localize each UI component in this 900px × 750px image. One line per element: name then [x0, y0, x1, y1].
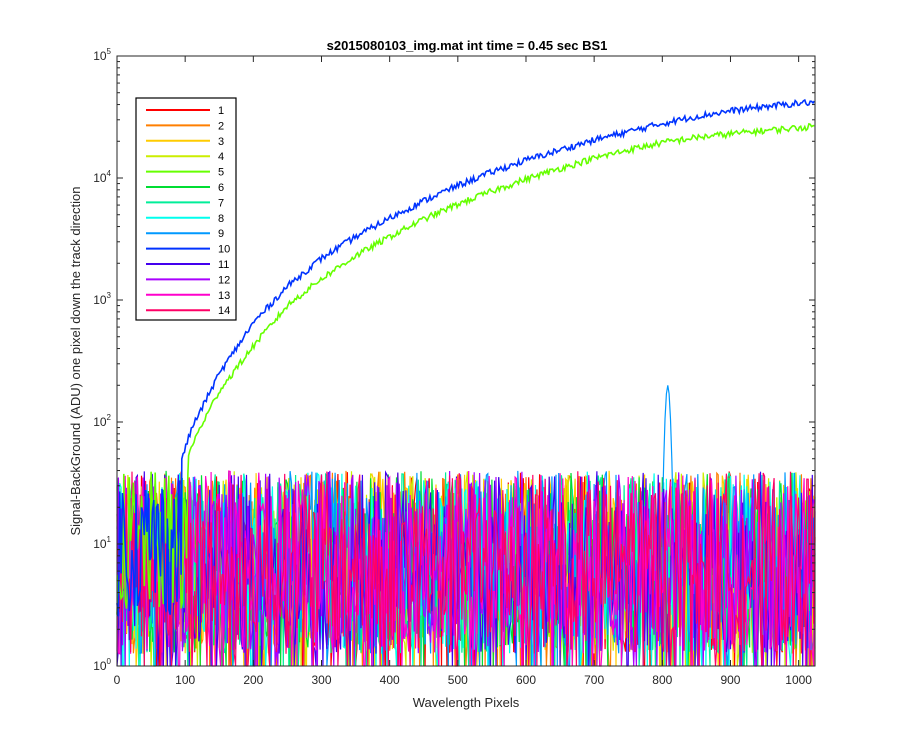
legend-label-4: 4 — [218, 151, 224, 163]
x-tick-label: 800 — [652, 673, 672, 687]
x-tick-label: 200 — [243, 673, 263, 687]
x-axis-label: Wavelength Pixels — [413, 695, 520, 710]
series-line-14 — [116, 471, 816, 667]
y-tick-label: 103 — [93, 291, 111, 307]
plot-lines — [116, 98, 816, 667]
y-tick-label: 102 — [93, 413, 111, 429]
legend-label-6: 6 — [218, 182, 224, 194]
x-tick-label: 100 — [175, 673, 195, 687]
legend-label-7: 7 — [218, 197, 224, 209]
x-tick-label: 400 — [380, 673, 400, 687]
legend-label-13: 13 — [218, 290, 230, 302]
legend-label-10: 10 — [218, 244, 230, 256]
axis-ticks: 0 100 200 300 400 500 600 700 800 900 100010010110… — [93, 47, 815, 687]
x-tick-label: 300 — [311, 673, 331, 687]
legend-label-1: 1 — [218, 105, 224, 117]
legend-label-11: 11 — [218, 259, 229, 271]
x-tick-label: 1000 — [785, 673, 812, 687]
legend-label-3: 3 — [218, 136, 224, 148]
legend-label-9: 9 — [218, 228, 224, 240]
x-tick-label: 600 — [516, 673, 536, 687]
chart-title: s2015080103_img.mat int time = 0.45 sec … — [327, 38, 608, 53]
legend-label-14: 14 — [218, 305, 230, 317]
legend-label-12: 12 — [218, 274, 230, 286]
axes-box — [116, 55, 816, 667]
x-tick-label: 0 — [114, 673, 121, 687]
x-tick-label: 700 — [584, 673, 604, 687]
legend-label-8: 8 — [218, 213, 224, 225]
y-axis-label: Signal-BackGround (ADU) one pixel down t… — [68, 186, 83, 535]
legend-label-2: 2 — [218, 120, 224, 132]
y-tick-label: 101 — [93, 535, 111, 551]
y-tick-label: 105 — [93, 47, 111, 63]
series-line-10 — [116, 98, 815, 617]
x-tick-label: 900 — [720, 673, 740, 687]
legend-box — [135, 97, 237, 321]
x-tick-label: 500 — [448, 673, 468, 687]
y-tick-label: 104 — [93, 169, 111, 185]
y-tick-label: 100 — [93, 657, 111, 673]
series-line-5 — [116, 122, 815, 615]
legend-label-5: 5 — [218, 167, 224, 179]
